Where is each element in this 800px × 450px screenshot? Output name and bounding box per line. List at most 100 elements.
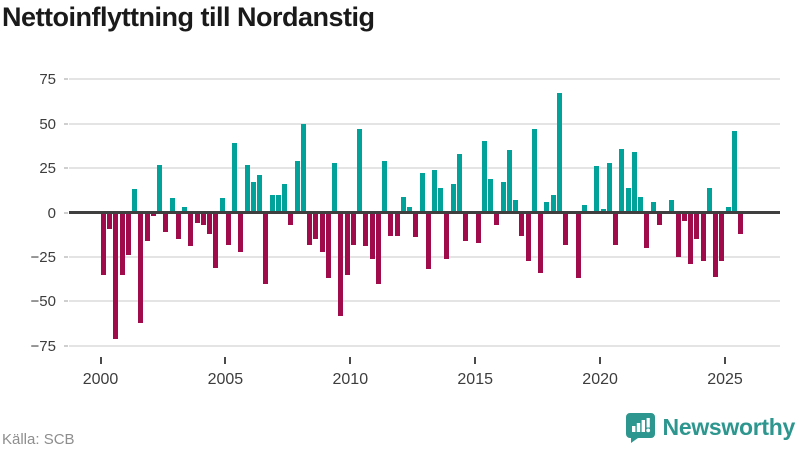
x-axis-label-2020: 2020 — [582, 371, 618, 388]
y-tickmark — [64, 211, 68, 214]
y-tickmark — [64, 78, 68, 81]
bar-2005-q4 — [244, 164, 250, 213]
y-axis-label: −50 — [30, 293, 56, 311]
bar-2004-q4 — [219, 198, 225, 213]
bar-2000-q4 — [119, 212, 125, 275]
bar-2008-q1 — [300, 123, 306, 213]
bar-2011-q2 — [382, 161, 388, 213]
bar-2015-q2 — [481, 141, 487, 213]
bar-2005-q2 — [232, 143, 238, 213]
bar-2022-q4 — [669, 200, 675, 213]
bar-2022-q1 — [650, 201, 656, 213]
x-axis-label-2015: 2015 — [457, 371, 493, 388]
bar-2017-q1 — [525, 212, 531, 261]
bar-2013-q3 — [438, 187, 444, 213]
x-tickmark-2000 — [99, 357, 102, 364]
bar-2015-q3 — [488, 178, 494, 213]
bar-2006-q3 — [263, 212, 269, 284]
bar-2018-q2 — [556, 93, 562, 213]
bar-2002-q2 — [157, 164, 163, 213]
bar-2012-q1 — [400, 196, 406, 213]
gridline-y75 — [69, 78, 780, 81]
bar-2010-q1 — [350, 212, 356, 245]
bar-2018-q1 — [550, 194, 556, 213]
bar-2024-q1 — [700, 212, 706, 261]
bar-2006-q2 — [257, 175, 263, 213]
newsworthy-wordmark: Newsworthy — [662, 414, 796, 440]
chart-title: Nettoinflyttning till Nordanstig — [2, 2, 375, 32]
x-axis-label-2000: 2000 — [82, 371, 119, 388]
bar-2021-q1 — [625, 187, 631, 213]
bar-2007-q4 — [294, 161, 300, 213]
bar-2011-q3 — [388, 212, 394, 236]
bar-2008-q3 — [313, 212, 319, 240]
bar-2009-q4 — [344, 212, 350, 275]
bar-2019-q4 — [594, 166, 600, 213]
bar-2014-q3 — [463, 212, 469, 242]
bar-2009-q1 — [325, 212, 331, 279]
bar-2004-q1 — [200, 212, 206, 226]
bar-2025-q1 — [725, 207, 731, 213]
bar-2013-q4 — [444, 212, 450, 259]
x-tickmark-2005 — [224, 357, 227, 364]
bar-2012-q4 — [419, 173, 425, 213]
y-tickmark — [64, 122, 68, 125]
gridline-y-50 — [69, 300, 780, 303]
x-tickmark-2025 — [724, 357, 726, 364]
bar-2008-q2 — [307, 212, 313, 245]
gridline-y-75 — [69, 344, 780, 347]
y-axis-label: −75 — [30, 337, 56, 355]
bar-2021-q4 — [644, 212, 650, 249]
bar-2014-q1 — [450, 184, 456, 213]
zero-axis-line — [69, 211, 780, 214]
bar-2025-q2 — [731, 130, 737, 213]
bar-2024-q4 — [719, 212, 725, 261]
bar-2003-q1 — [175, 212, 181, 240]
bar-2014-q2 — [456, 153, 462, 213]
bar-2020-q2 — [606, 162, 612, 213]
bar-2007-q3 — [288, 212, 294, 226]
bar-2004-q3 — [213, 212, 219, 268]
bar-2019-q2 — [581, 205, 587, 213]
x-tickmark-2015 — [474, 357, 477, 364]
bar-2001-q1 — [125, 212, 131, 256]
bar-2018-q3 — [563, 212, 569, 245]
bar-2003-q3 — [188, 212, 194, 247]
bar-2011-q1 — [375, 212, 381, 284]
x-tickmark-2020 — [599, 357, 602, 364]
bar-2005-q3 — [238, 212, 244, 252]
bar-2021-q3 — [638, 196, 644, 213]
bar-2021-q2 — [631, 152, 637, 213]
bar-2000-q3 — [113, 212, 119, 339]
x-axis-label-2025: 2025 — [707, 371, 743, 388]
bar-2009-q3 — [338, 212, 344, 316]
bar-2012-q3 — [413, 212, 419, 238]
y-axis-label: 25 — [39, 160, 56, 178]
x-axis-label-2005: 2005 — [207, 371, 244, 388]
bar-2013-q2 — [431, 169, 437, 213]
bar-2025-q3 — [737, 212, 743, 234]
x-axis-label-2010: 2010 — [332, 371, 369, 388]
bar-2006-q1 — [250, 182, 256, 213]
bar-2019-q1 — [575, 212, 581, 279]
source-label: Källa: SCB — [2, 431, 75, 448]
bar-2002-q1 — [150, 212, 156, 217]
newsworthy-logo[interactable]: Newsworthy — [625, 412, 796, 443]
bar-2009-q2 — [332, 162, 338, 213]
bar-2000-q1 — [101, 212, 106, 275]
bar-2022-q2 — [656, 212, 662, 226]
bar-2010-q2 — [357, 129, 363, 213]
y-tickmark — [64, 167, 68, 170]
bar-2002-q3 — [163, 212, 169, 233]
bar-2020-q4 — [619, 148, 625, 213]
bar-2016-q3 — [513, 200, 519, 213]
bar-2013-q1 — [425, 212, 431, 270]
bar-2006-q4 — [269, 194, 275, 213]
bar-2007-q2 — [282, 184, 288, 213]
bar-2011-q4 — [394, 212, 400, 236]
bar-2017-q2 — [531, 129, 537, 213]
y-tickmark — [64, 256, 68, 259]
gridline-y50 — [69, 122, 780, 125]
bar-2016-q2 — [506, 150, 512, 213]
